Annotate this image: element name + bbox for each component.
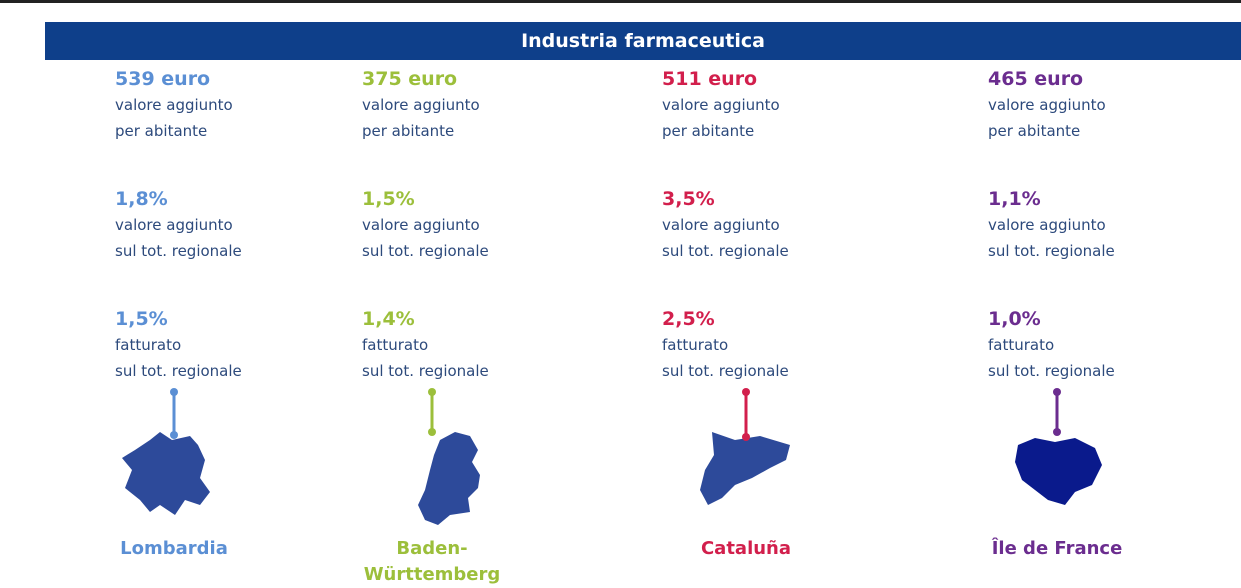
- header: Industria farmaceutica: [45, 22, 1241, 60]
- pin-head: [170, 388, 178, 396]
- stat-value: 1,8%: [115, 188, 168, 210]
- stat-label: sul tot. regionale: [662, 362, 789, 380]
- pin-head: [1053, 388, 1061, 396]
- stat-value: 375 euro: [362, 68, 458, 90]
- stat: 1,8% valore aggiunto sul tot. regionale: [115, 186, 355, 306]
- map-baden: [418, 432, 480, 525]
- stat-label: fatturato: [362, 336, 429, 354]
- stat: 2,5% fatturato sul tot. regionale: [662, 306, 902, 426]
- stat-label: sul tot. regionale: [662, 242, 789, 260]
- stat-label: sul tot. regionale: [988, 242, 1115, 260]
- pin-foot: [170, 431, 178, 439]
- stat-label: valore aggiunto: [988, 216, 1106, 234]
- stat-value: 1,0%: [988, 308, 1041, 330]
- stat-label: per abitante: [362, 122, 455, 140]
- stat: 465 euro valore aggiunto per abitante: [988, 66, 1228, 186]
- map-lombardia: [122, 432, 210, 515]
- map-idf: [1015, 438, 1102, 505]
- stat: 1,5% fatturato sul tot. regionale: [115, 306, 355, 426]
- stat-label: fatturato: [662, 336, 729, 354]
- stat-value: 3,5%: [662, 188, 715, 210]
- stat-label: per abitante: [662, 122, 755, 140]
- pin-head: [742, 388, 750, 396]
- stat-value: 511 euro: [662, 68, 758, 90]
- stat-label: valore aggiunto: [115, 216, 233, 234]
- stat-label: valore aggiunto: [988, 96, 1106, 114]
- stat: 375 euro valore aggiunto per abitante: [362, 66, 602, 186]
- stat-label: fatturato: [988, 336, 1055, 354]
- region-name: Lombardia: [120, 538, 228, 559]
- stat-label: fatturato: [115, 336, 182, 354]
- region-name: Cataluña: [700, 538, 792, 559]
- stat: 511 euro valore aggiunto per abitante: [662, 66, 902, 186]
- stat-label: per abitante: [115, 122, 208, 140]
- stat-label: sul tot. regionale: [362, 362, 489, 380]
- region-column: 375 euro valore aggiunto per abitante 1,5% v…: [362, 66, 602, 426]
- stat-label: per abitante: [988, 122, 1081, 140]
- pin-foot: [1053, 428, 1061, 436]
- stat-value: 539 euro: [115, 68, 211, 90]
- stat: 539 euro valore aggiunto per abitante: [115, 66, 355, 186]
- stat-label: valore aggiunto: [362, 216, 480, 234]
- top-line: [0, 0, 1241, 3]
- stat-label: valore aggiunto: [115, 96, 233, 114]
- pin-head: [428, 388, 436, 396]
- stat-label: sul tot. regionale: [115, 242, 242, 260]
- stat-label: valore aggiunto: [362, 96, 480, 114]
- pin-foot: [742, 433, 750, 441]
- stat-label: valore aggiunto: [662, 96, 780, 114]
- region-column: 511 euro valore aggiunto per abitante 3,5% v…: [662, 66, 902, 426]
- stat-label: valore aggiunto: [662, 216, 780, 234]
- stat-value: 1,4%: [362, 308, 415, 330]
- pin-foot: [428, 428, 436, 436]
- map-cataluna: [700, 432, 790, 505]
- stat: 1,4% fatturato sul tot. regionale: [362, 306, 602, 426]
- stat-value: 465 euro: [988, 68, 1084, 90]
- stat-value: 2,5%: [662, 308, 715, 330]
- region-name: Île de France: [991, 538, 1123, 559]
- stat: 1,0% fatturato sul tot. regionale: [988, 306, 1228, 426]
- stat-label: sul tot. regionale: [115, 362, 242, 380]
- stat: 1,5% valore aggiunto sul tot. regionale: [362, 186, 602, 306]
- stat-value: 1,1%: [988, 188, 1041, 210]
- region-column: 465 euro valore aggiunto per abitante 1,1% v…: [988, 66, 1228, 426]
- stat: 3,5% valore aggiunto sul tot. regionale: [662, 186, 902, 306]
- stat-label: sul tot. regionale: [988, 362, 1115, 380]
- stat-label: sul tot. regionale: [362, 242, 489, 260]
- region-name: Baden-Württemberg: [363, 538, 501, 585]
- region-column: 539 euro valore aggiunto per abitante 1,8% v…: [115, 66, 355, 426]
- stat: 1,1% valore aggiunto sul tot. regionale: [988, 186, 1228, 306]
- stat-value: 1,5%: [362, 188, 415, 210]
- stat-value: 1,5%: [115, 308, 168, 330]
